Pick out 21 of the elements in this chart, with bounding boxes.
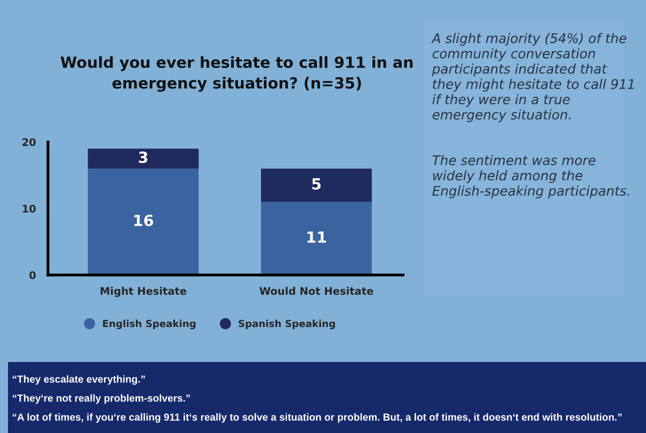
legend-label: Spanish Speaking bbox=[238, 320, 335, 330]
bar bbox=[261, 202, 372, 275]
x-tick-label: Might Hesitate bbox=[100, 286, 186, 297]
text: “They escalate everything.” bbox=[12, 375, 145, 385]
x-tick-label: Would Not Hesitate bbox=[260, 286, 374, 295]
y-tick-label: 20 bbox=[22, 138, 36, 146]
data-label: 16 bbox=[134, 214, 154, 226]
bar bbox=[88, 168, 199, 275]
text: “They‘re not really problem-solvers.” bbox=[12, 394, 190, 404]
text: “A lot of times, if you‘re calling 911 it‘s really to solve a situation or problem. But, a lot of times, it doesn‘t end with resolution.” bbox=[12, 413, 622, 423]
legend-label: English Speaking bbox=[103, 320, 196, 330]
data-label: 11 bbox=[308, 232, 326, 243]
y-tick-label: 10 bbox=[22, 204, 36, 213]
bar bbox=[88, 148, 199, 169]
text: A slight majority (54%) of the community conversation participants indicated that they might hesitate to call 911 if they were in a true emergency situation. bbox=[431, 33, 634, 122]
text: The sentiment was more widely held among the English-speaking participants. bbox=[432, 155, 630, 198]
data-label: 3 bbox=[138, 152, 148, 164]
data-label: 5 bbox=[312, 178, 321, 190]
bar bbox=[261, 168, 372, 202]
y-tick-label: 0 bbox=[29, 271, 36, 280]
chart-title: Would you ever hesitate to call 911 in an emergency situation? (n=35) bbox=[60, 56, 413, 92]
